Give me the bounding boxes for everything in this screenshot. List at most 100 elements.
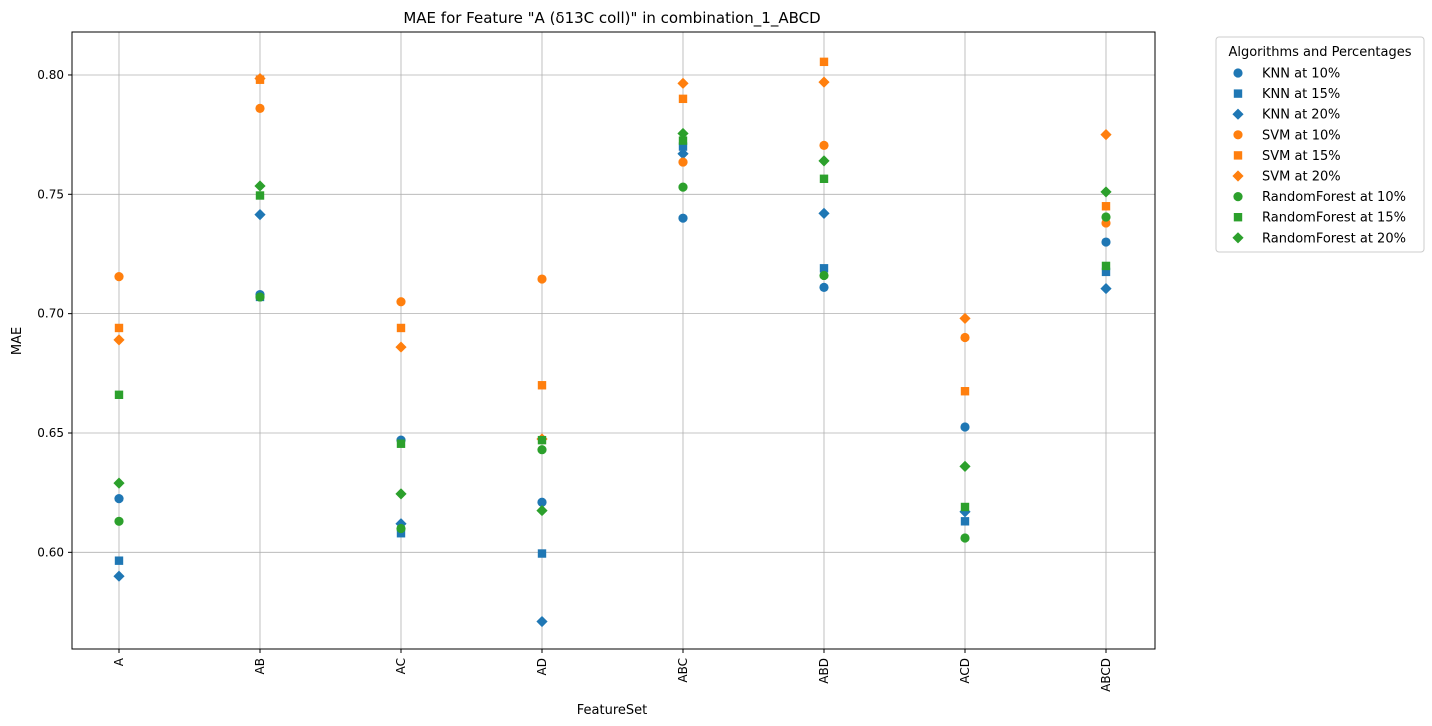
data-point [396,323,406,333]
data-point [1101,202,1111,211]
legend-label: KNN at 20% [1262,108,1340,123]
data-point [395,341,407,353]
data-point [114,494,124,504]
y-tick-label: 0.70 [37,307,64,321]
data-point [677,127,689,140]
data-point [678,157,688,167]
data-point [537,497,547,507]
legend-title: Algorithms and Percentages [1228,45,1411,60]
data-point [1101,261,1111,271]
data-point [536,615,548,628]
legend-label: RandomForest at 15% [1262,211,1406,226]
data-point [819,270,829,281]
y-tick-label: 0.80 [37,68,64,82]
data-point [114,556,124,565]
data-point [114,516,124,526]
data-point [818,76,830,88]
legend-box [1215,36,1425,253]
chart-title: MAE for Feature "A (δ13C coll)" in combi… [403,9,820,28]
data-points [113,57,1112,628]
legend-items: KNN at 10% KNN at 15% KNN at 20% SVM at 10%… [1232,67,1406,246]
data-point [396,529,406,538]
data-point [255,191,265,200]
data-point [678,136,688,145]
y-tick-label: 0.60 [37,545,64,559]
x-tick-label: AD [535,658,549,675]
legend-label: SVM at 10% [1262,128,1341,143]
data-point [537,381,547,390]
legend-marker [1232,108,1244,120]
data-point [960,517,970,526]
data-point [1101,267,1111,277]
data-point [1100,129,1112,141]
data-point [959,460,971,473]
data-point [677,148,689,160]
data-point [678,142,688,151]
data-point [537,445,547,455]
data-point [396,439,406,448]
data-point [818,207,830,220]
data-point [960,332,970,343]
legend-marker [1233,130,1243,140]
data-point [114,323,124,333]
legend-label: SVM at 15% [1262,149,1341,164]
data-point [114,390,124,400]
legend-marker [1232,232,1244,244]
data-point [113,334,125,346]
data-point [677,77,689,89]
data-point [396,297,406,307]
legend-marker [1233,89,1243,98]
x-tick-label: ABCD [1099,658,1113,692]
data-point [537,549,547,558]
legend-marker [1233,151,1243,160]
data-point [960,502,970,512]
x-tick-label: AC [394,658,408,674]
data-point [1100,282,1112,295]
data-point [959,506,971,518]
legend-marker [1233,192,1243,202]
legend-label: RandomForest at 10% [1262,190,1406,205]
y-axis-title: MAE [10,327,25,355]
legend-label: SVM at 20% [1262,170,1341,185]
x-tick-label: AB [253,658,267,674]
data-point [819,264,829,273]
legend-label: RandomForest at 20% [1262,231,1406,246]
data-point [1101,212,1111,222]
data-point [960,422,970,432]
data-point [113,570,125,582]
plot-frame [71,31,1156,650]
data-point [678,94,688,104]
legend-marker [1232,170,1244,182]
data-point [1100,186,1112,198]
legend-marker [1233,68,1243,78]
data-point [819,174,829,183]
y-tick-label: 0.75 [37,187,64,201]
data-point [536,504,548,517]
data-point [960,533,970,543]
data-point [819,140,829,150]
x-tick-label: ACD [958,658,972,684]
data-point [255,103,265,113]
legend-label: KNN at 15% [1262,87,1340,102]
data-point [1101,237,1111,247]
data-point [396,523,406,534]
data-point [537,274,547,284]
y-tick-label: 0.65 [37,426,64,440]
data-point [113,477,125,489]
data-point [537,435,547,445]
y-axis: 0.60 0.65 0.70 0.75 0.80 [37,68,72,559]
legend-label: KNN at 10% [1262,67,1340,82]
data-point [678,182,688,192]
data-point [959,312,971,325]
data-point [819,282,829,292]
data-point [678,213,688,223]
data-point [254,180,266,192]
x-axis-title: FeatureSet [577,703,647,718]
data-point [254,72,266,85]
data-point [395,488,407,500]
data-point [254,208,266,221]
x-axis: A AB AC AD ABC ABD ACD ABCD [112,649,1113,692]
data-point [114,272,124,282]
